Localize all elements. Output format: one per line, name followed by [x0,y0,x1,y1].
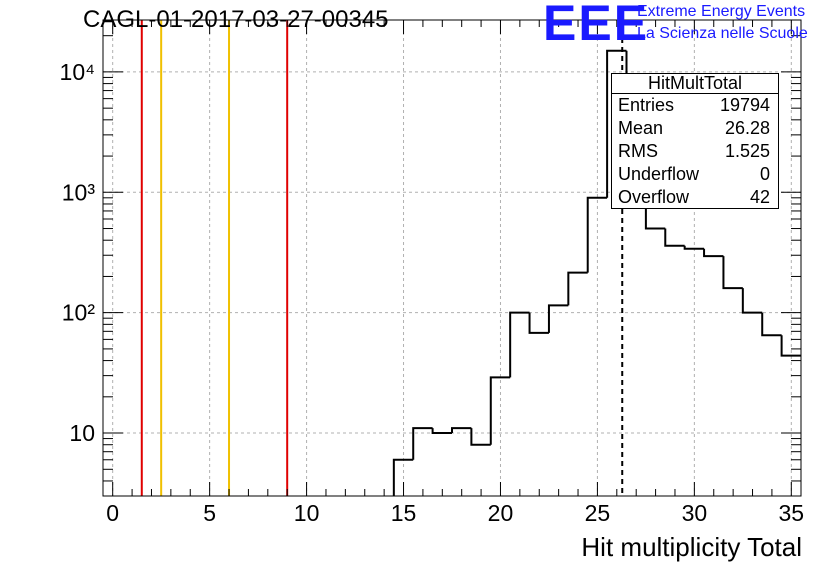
logo-line-1: Extreme Energy Events [637,3,806,20]
stats-row-mean: Mean 26.28 [612,117,778,140]
histogram-bin [470,428,491,446]
histogram-bin [392,458,414,496]
histogram-bars [392,49,801,496]
x-tick-label: 35 [779,500,805,526]
histogram-bin [741,288,763,314]
y-tick-label: 10² [62,300,96,326]
stats-value: 19794 [719,95,770,115]
histogram-bin [547,304,569,333]
y-tick-label: 10 [69,420,95,446]
histogram-bin [509,311,530,378]
eee-logo: EEE Extreme Energy Events La Scienza nel… [543,0,836,51]
histogram-bin [664,228,685,247]
stats-value: 26.28 [724,118,770,138]
stats-title: HitMultTotal [612,74,778,94]
stats-row-underflow: Underflow 0 [612,163,778,186]
x-tick-label: 15 [391,500,417,526]
stats-label: Overflow [618,187,690,207]
x-tick-label: 0 [106,500,119,526]
histogram-bin [586,196,608,273]
stats-row-overflow: Overflow 42 [612,186,778,209]
stats-value: 42 [749,187,770,207]
marker-lines [140,20,624,496]
plot-frame [102,19,802,497]
x-axis-title: Hit multiplicity Total [581,532,802,562]
histogram-bin [683,245,705,250]
histogram-bin [451,427,472,434]
histogram-bin [722,256,743,290]
stats-row-rms: RMS 1.525 [612,140,778,163]
y-tick-label: 10³ [62,179,96,205]
stats-label: RMS [618,141,658,161]
histogram-bin [489,376,511,445]
histogram-bin [606,49,627,198]
y-tick-label: 10⁴ [60,59,95,85]
logo-line-2: La Scienza nelle Scuole [637,25,808,42]
stats-value: 1.525 [724,141,770,161]
axis-ticks [103,20,801,497]
histogram-bin [431,428,452,435]
x-tick-label: 25 [585,500,611,526]
histogram-bin [528,312,549,334]
stats-row-entries: Entries 19794 [612,94,778,117]
histogram-bin [780,335,801,357]
x-tick-label: 5 [203,500,216,526]
stats-value: 0 [759,164,770,184]
stats-label: Entries [618,95,675,115]
x-tick-label: 10 [294,500,320,526]
plot-border [102,19,802,497]
x-tick-label: 20 [488,500,514,526]
histogram-bin [761,312,782,337]
stats-label: Mean [618,118,664,138]
histogram-bin [567,271,588,306]
run-title: CAGL-01-2017-03-27-00345 [83,6,389,33]
logo-eee-text: EEE [543,0,650,51]
stats-box: HitMultTotal Entries 19794 Mean 26.28 RM… [611,73,779,209]
histogram-bin [703,248,724,258]
stats-label: Underflow [618,164,700,184]
x-tick-label: 30 [682,500,708,526]
histogram-bin [412,427,433,460]
tick-labels: 0 5 10 15 20 25 30 35 10 10² 10³ 10⁴ [60,59,805,526]
